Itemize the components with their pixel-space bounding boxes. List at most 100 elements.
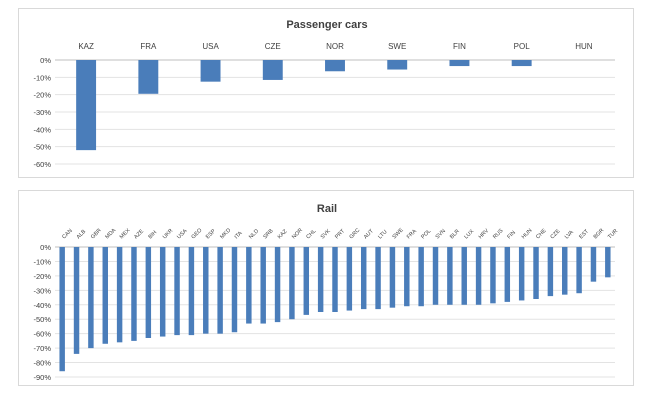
category-label: SWE [392, 227, 405, 240]
y-tick-label: -90% [33, 373, 51, 382]
bar [490, 247, 496, 304]
category-label: NOR [291, 228, 304, 241]
bar [418, 247, 424, 307]
category-label: USA [202, 42, 219, 51]
bar [174, 247, 180, 336]
bar [262, 60, 283, 80]
category-label: HRV [478, 228, 491, 241]
bar [389, 247, 396, 308]
bar [188, 247, 195, 336]
category-label: ESP [205, 228, 217, 240]
category-label: LTU [377, 229, 388, 240]
y-tick-label: -50% [33, 143, 51, 152]
bar [159, 247, 166, 337]
bar [138, 60, 159, 94]
category-label: HUN [575, 42, 593, 51]
bar [59, 247, 65, 372]
category-label: NLD [248, 228, 260, 240]
category-label: MEX [119, 228, 132, 241]
category-label: UKR [162, 228, 174, 240]
bar [325, 60, 345, 72]
bar [289, 247, 295, 320]
category-label: BGR [593, 228, 606, 241]
category-label: SRB [262, 228, 274, 240]
y-tick-label: -70% [33, 344, 51, 353]
category-label: KAZ [78, 42, 94, 51]
bar [511, 60, 532, 67]
y-tick-label: -80% [33, 359, 51, 368]
bar [260, 247, 266, 324]
category-label: POL [514, 42, 531, 51]
bar [360, 247, 367, 310]
category-label: AUT [363, 228, 375, 240]
category-label: FRA [140, 42, 157, 51]
category-label: TUR [607, 228, 619, 240]
bar [317, 247, 324, 312]
bar [387, 60, 408, 70]
bar [246, 247, 252, 324]
bar [447, 247, 453, 305]
category-label: CZE [550, 228, 562, 240]
y-tick-label: -40% [33, 301, 51, 310]
category-label: GRC [349, 228, 362, 241]
y-tick-label: 0% [40, 56, 51, 65]
category-label: FIN [453, 42, 466, 51]
bar [145, 247, 152, 338]
bar [461, 247, 467, 305]
bar [562, 247, 568, 295]
bar [332, 247, 338, 312]
category-label: BIH [148, 230, 159, 241]
rail-svg: Rail 0% -10% -20% -30% -40% -50% -60% -70% -80% -… [33, 203, 619, 382]
category-label: SVK [320, 228, 332, 240]
category-label: GBR [90, 228, 103, 241]
bar [231, 247, 238, 333]
y-tick-label: -30% [33, 286, 51, 295]
category-label: LUX [463, 228, 475, 240]
rail-title: Rail [317, 203, 337, 215]
category-label: LVA [564, 229, 575, 240]
category-label: RUS [492, 228, 505, 241]
category-label: BLR [449, 229, 461, 241]
bar [346, 247, 353, 311]
category-label: CHL [305, 228, 317, 240]
bar [432, 247, 439, 305]
bar [605, 247, 611, 278]
category-label: ALB [76, 229, 88, 241]
category-label: HUN [521, 228, 534, 241]
y-tick-label: -20% [33, 91, 51, 100]
category-label: POL [420, 228, 432, 240]
bar [475, 247, 482, 305]
passenger-cars-svg: Passenger cars 0% -10% -20% -30% -40% -50% -60… [33, 19, 615, 169]
bar [76, 60, 97, 151]
category-label: PRT [334, 228, 346, 240]
category-label: KAZ [277, 228, 289, 240]
bar [576, 247, 582, 294]
y-tick-label: -60% [33, 330, 51, 339]
passenger-cars-chart: Passenger cars 0% -10% -20% -30% -40% -50% -60… [18, 8, 634, 178]
rail-chart: Rail 0% -10% -20% -30% -40% -50% -60% -70% -80% -… [18, 190, 634, 386]
bar [518, 247, 525, 301]
bar [547, 247, 554, 297]
bar [274, 247, 281, 323]
y-tick-label: -20% [33, 272, 51, 281]
bar [203, 247, 209, 334]
category-label: MKD [219, 228, 232, 241]
category-label: CZE [265, 42, 281, 51]
y-tick-label: -40% [33, 125, 51, 134]
y-tick-label: 0% [40, 243, 51, 252]
bar [200, 60, 221, 82]
category-label: SVN [435, 228, 447, 240]
bar [533, 247, 539, 299]
bar [404, 247, 410, 307]
bar [131, 247, 137, 341]
category-label: CHE [535, 228, 548, 241]
category-label: NOR [326, 42, 344, 51]
y-tick-label: -10% [33, 257, 51, 266]
bar [504, 247, 511, 302]
bar [449, 60, 470, 67]
y-tick-label: -10% [33, 73, 51, 82]
category-label: SWE [388, 42, 406, 51]
category-label: ITA [234, 230, 244, 240]
y-tick-label: -30% [33, 108, 51, 117]
passenger-cars-title: Passenger cars [286, 19, 367, 31]
